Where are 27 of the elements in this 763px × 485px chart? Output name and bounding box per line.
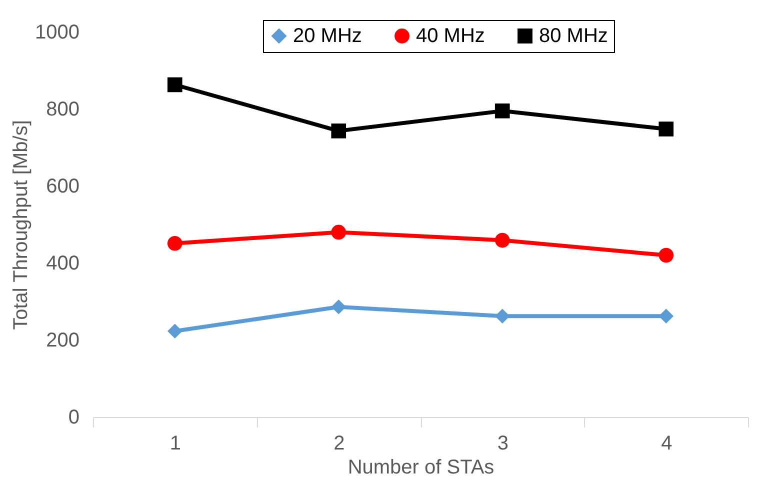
point [494, 104, 510, 118]
y-axis-title: Total Throughput [Mb/s] [10, 120, 32, 330]
y-tick-label: 600 [46, 176, 80, 198]
point [658, 122, 674, 136]
x-tick-label: 3 [497, 432, 508, 454]
point [658, 308, 674, 324]
point [167, 324, 182, 339]
legend-label: 80 MHz [539, 25, 608, 47]
point [331, 299, 346, 314]
y-tick-label: 0 [68, 406, 80, 428]
point [167, 236, 182, 251]
point [331, 224, 346, 240]
x-tick-label: 4 [661, 432, 672, 454]
x-axis-title: Number of STAs [348, 456, 494, 478]
point [494, 232, 510, 248]
y-tick-label: 800 [46, 98, 80, 120]
x-tick-label: 2 [334, 432, 345, 454]
y-tick-label: 200 [46, 330, 80, 352]
x-tick-label: 1 [170, 432, 181, 454]
legend-label: 40 MHz [416, 25, 485, 47]
point [167, 77, 182, 92]
point [658, 248, 674, 263]
y-tick-label: 1000 [35, 22, 80, 44]
legend-label: 20 MHz [293, 25, 362, 47]
point [331, 124, 346, 138]
point [494, 308, 510, 324]
y-tick-label: 400 [46, 252, 80, 274]
